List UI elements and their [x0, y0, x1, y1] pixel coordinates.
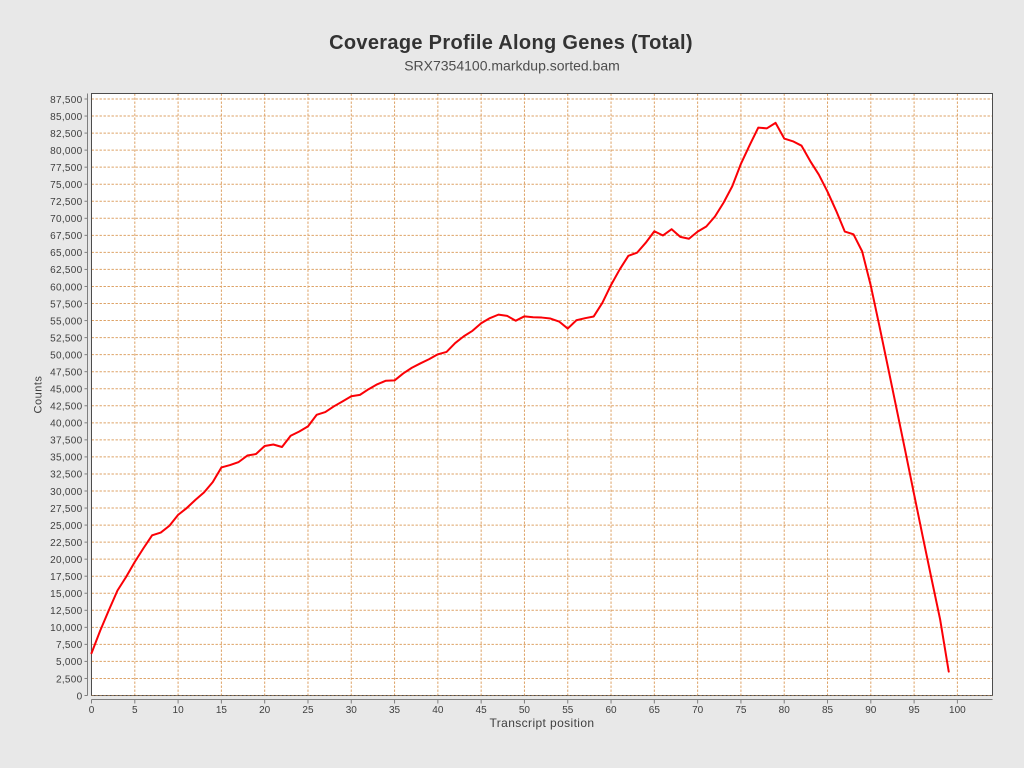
svg-text:5,000: 5,000: [56, 657, 83, 668]
svg-text:45: 45: [476, 705, 488, 716]
svg-text:57,500: 57,500: [50, 299, 83, 310]
svg-text:52,500: 52,500: [50, 333, 83, 344]
svg-text:2,500: 2,500: [56, 674, 83, 685]
svg-text:75,000: 75,000: [50, 180, 83, 191]
svg-text:SRX7354100.markdup.sorted.bam: SRX7354100.markdup.sorted.bam: [404, 58, 620, 74]
svg-text:25,000: 25,000: [50, 521, 83, 532]
svg-text:32,500: 32,500: [50, 470, 83, 481]
svg-text:42,500: 42,500: [50, 402, 83, 413]
svg-text:37,500: 37,500: [50, 436, 83, 447]
svg-text:40: 40: [432, 705, 444, 716]
svg-text:22,500: 22,500: [50, 538, 83, 549]
svg-text:15,000: 15,000: [50, 589, 83, 600]
svg-text:Transcript position: Transcript position: [489, 716, 594, 730]
svg-text:67,500: 67,500: [50, 231, 83, 242]
svg-text:65,000: 65,000: [50, 248, 83, 259]
svg-text:5: 5: [132, 705, 138, 716]
svg-text:Coverage Profile Along Genes (: Coverage Profile Along Genes (Total): [329, 32, 693, 54]
svg-text:95: 95: [909, 705, 921, 716]
svg-text:20,000: 20,000: [50, 555, 83, 566]
svg-text:7,500: 7,500: [56, 640, 83, 651]
svg-text:10: 10: [173, 705, 185, 716]
svg-text:35,000: 35,000: [50, 453, 83, 464]
svg-text:47,500: 47,500: [50, 367, 83, 378]
svg-text:12,500: 12,500: [50, 606, 83, 617]
svg-text:72,500: 72,500: [50, 197, 83, 208]
svg-text:50: 50: [519, 705, 531, 716]
svg-text:55: 55: [562, 705, 574, 716]
svg-text:Counts: Counts: [33, 376, 45, 414]
svg-text:25: 25: [302, 705, 314, 716]
svg-text:80: 80: [779, 705, 791, 716]
svg-text:60: 60: [605, 705, 617, 716]
svg-text:30: 30: [346, 705, 358, 716]
svg-text:80,000: 80,000: [50, 146, 83, 157]
svg-text:65: 65: [649, 705, 661, 716]
svg-text:27,500: 27,500: [50, 504, 83, 515]
svg-text:55,000: 55,000: [50, 316, 83, 327]
svg-text:100: 100: [949, 705, 966, 716]
svg-text:0: 0: [77, 691, 83, 702]
svg-text:87,500: 87,500: [50, 95, 83, 106]
svg-text:45,000: 45,000: [50, 385, 83, 396]
svg-text:85,000: 85,000: [50, 112, 83, 123]
svg-text:60,000: 60,000: [50, 282, 83, 293]
svg-text:70: 70: [692, 705, 704, 716]
svg-text:77,500: 77,500: [50, 163, 83, 174]
svg-text:50,000: 50,000: [50, 350, 83, 361]
svg-text:20: 20: [259, 705, 271, 716]
svg-text:82,500: 82,500: [50, 129, 83, 140]
svg-text:30,000: 30,000: [50, 487, 83, 498]
svg-text:85: 85: [822, 705, 834, 716]
svg-text:17,500: 17,500: [50, 572, 83, 583]
svg-text:70,000: 70,000: [50, 214, 83, 225]
svg-text:10,000: 10,000: [50, 623, 83, 634]
svg-text:35: 35: [389, 705, 401, 716]
svg-text:15: 15: [216, 705, 228, 716]
svg-text:90: 90: [865, 705, 877, 716]
svg-text:75: 75: [735, 705, 747, 716]
svg-text:0: 0: [89, 705, 95, 716]
svg-text:40,000: 40,000: [50, 419, 83, 430]
svg-text:62,500: 62,500: [50, 265, 83, 276]
